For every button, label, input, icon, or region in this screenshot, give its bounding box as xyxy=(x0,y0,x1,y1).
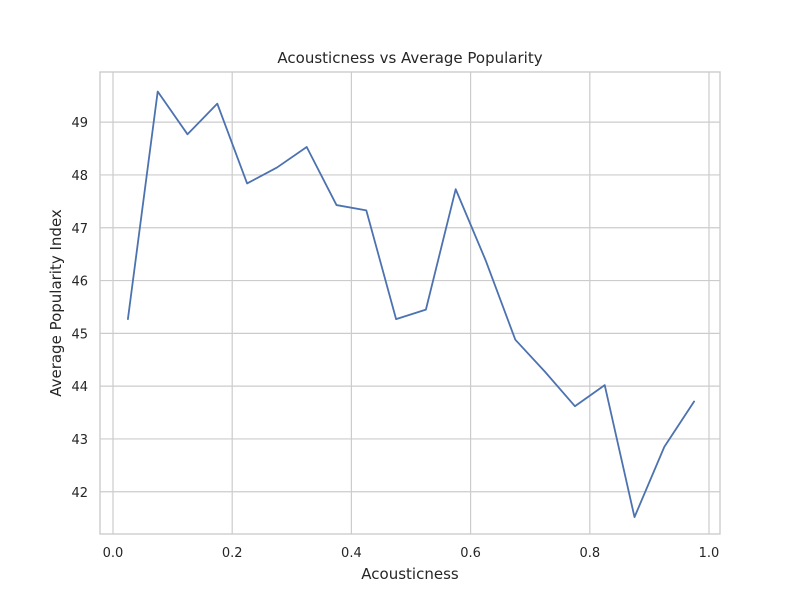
y-tick-label: 44 xyxy=(71,380,88,395)
series-line xyxy=(127,90,695,518)
y-axis-label: Average Popularity Index xyxy=(47,209,65,397)
grid-lines xyxy=(100,72,720,534)
y-tick-label: 48 xyxy=(71,169,88,184)
y-tick-label: 45 xyxy=(71,327,88,342)
chart-title: Acousticness vs Average Popularity xyxy=(277,49,542,67)
y-tick-label: 42 xyxy=(71,486,88,501)
x-tick-label: 0.2 xyxy=(222,546,243,561)
x-axis-label: Acousticness xyxy=(361,565,459,583)
series-layer xyxy=(127,90,695,518)
tick-labels: 0.0 0.2 0.4 0.6 0.8 1.0 42 43 44 45 46 47 48 49 xyxy=(71,116,719,561)
x-tick-label: 0.0 xyxy=(103,546,124,561)
y-tick-label: 43 xyxy=(71,433,88,448)
x-tick-label: 1.0 xyxy=(699,546,720,561)
x-tick-label: 0.6 xyxy=(460,546,481,561)
plot-frame xyxy=(99,71,721,535)
x-tick-label: 0.8 xyxy=(579,546,600,561)
y-tick-label: 46 xyxy=(71,275,88,290)
y-tick-label: 47 xyxy=(71,222,88,237)
y-tick-label: 49 xyxy=(71,116,88,131)
x-tick-label: 0.4 xyxy=(341,546,362,561)
